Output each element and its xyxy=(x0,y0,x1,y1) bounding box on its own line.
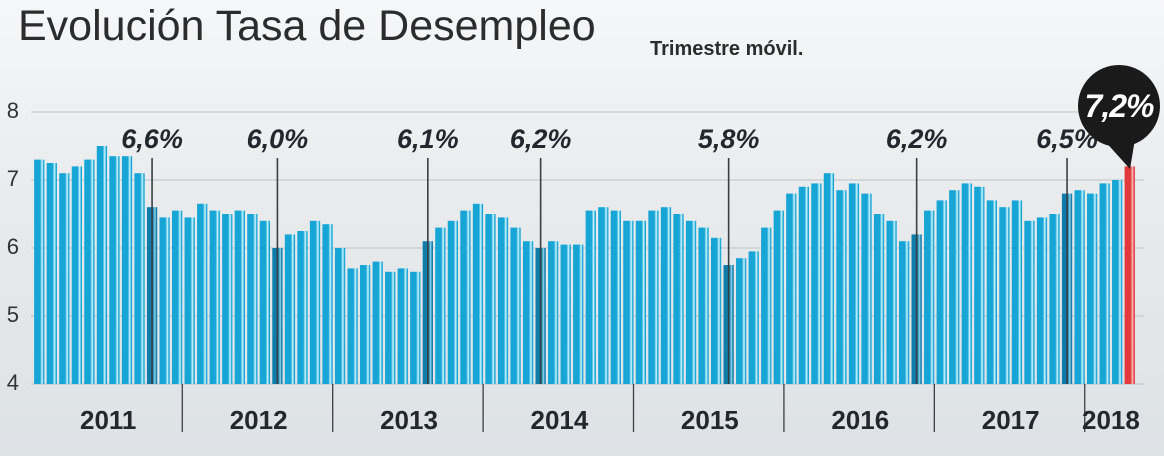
svg-text:2013: 2013 xyxy=(380,405,438,435)
svg-text:2016: 2016 xyxy=(831,405,889,435)
svg-text:6,2%: 6,2% xyxy=(886,124,948,154)
svg-text:2018: 2018 xyxy=(1082,405,1140,435)
svg-text:6: 6 xyxy=(7,234,19,259)
svg-text:2015: 2015 xyxy=(681,405,739,435)
svg-text:6,2%: 6,2% xyxy=(510,124,572,154)
svg-text:6,1%: 6,1% xyxy=(397,124,459,154)
svg-text:5: 5 xyxy=(7,302,19,327)
svg-text:2012: 2012 xyxy=(230,405,288,435)
svg-text:7: 7 xyxy=(7,166,19,191)
svg-text:5,8%: 5,8% xyxy=(698,124,760,154)
svg-text:2014: 2014 xyxy=(531,405,589,435)
svg-text:8: 8 xyxy=(7,98,19,123)
svg-text:6,0%: 6,0% xyxy=(247,124,309,154)
svg-text:6,6%: 6,6% xyxy=(121,124,183,154)
svg-text:2017: 2017 xyxy=(982,405,1040,435)
svg-text:2011: 2011 xyxy=(80,405,136,435)
svg-text:4: 4 xyxy=(7,370,19,395)
